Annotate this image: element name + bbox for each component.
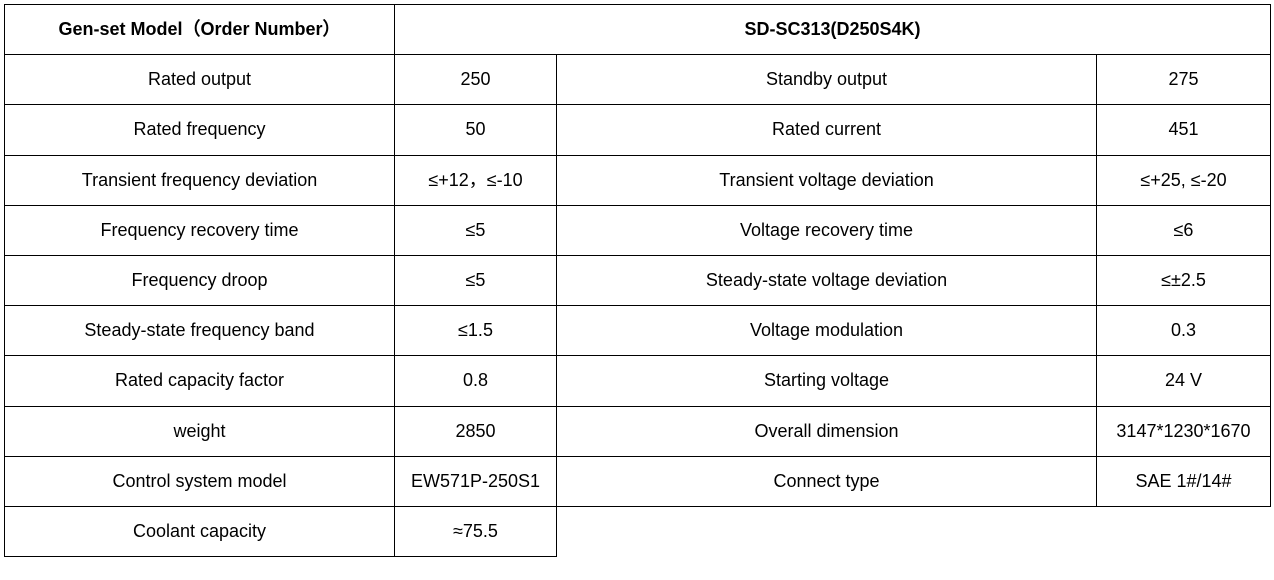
table-row: Rated capacity factor0.8Starting voltage… [5,356,1271,406]
r_label: Standby output [557,55,1097,105]
l_value: 2850 [395,406,557,456]
table-row: Frequency droop≤5Steady-state voltage de… [5,255,1271,305]
r_value: SAE 1#/14# [1097,456,1271,506]
table-row: Rated frequency50Rated current451 [5,105,1271,155]
r_value: ≤+25, ≤-20 [1097,155,1271,205]
spec-table: Gen-set Model（Order Number） SD-SC313(D25… [4,4,1271,557]
l_value: 0.8 [395,356,557,406]
l_label: Coolant capacity [5,506,395,556]
l_value: ≤5 [395,205,557,255]
r_value: ≤6 [1097,205,1271,255]
l_value: 50 [395,105,557,155]
r_value: ≤±2.5 [1097,255,1271,305]
header-left: Gen-set Model（Order Number） [5,5,395,55]
l_value: ≤+12，≤-10 [395,155,557,205]
l_label: Control system model [5,456,395,506]
r_value: 275 [1097,55,1271,105]
l_label: Transient frequency deviation [5,155,395,205]
r_label: Transient voltage deviation [557,155,1097,205]
l_value: ≈75.5 [395,506,557,556]
table-header-row: Gen-set Model（Order Number） SD-SC313(D25… [5,5,1271,55]
r_value: 0.3 [1097,306,1271,356]
r_label: Voltage recovery time [557,205,1097,255]
table-row: Frequency recovery time≤5Voltage recover… [5,205,1271,255]
r_label: Rated current [557,105,1097,155]
table-row: Control system modelEW571P-250S1Connect … [5,456,1271,506]
r_value: 24 V [1097,356,1271,406]
l_label: Frequency droop [5,255,395,305]
r_label: Connect type [557,456,1097,506]
l_value: ≤1.5 [395,306,557,356]
l_value: EW571P-250S1 [395,456,557,506]
l_label: Rated output [5,55,395,105]
l_label: weight [5,406,395,456]
r_value: 451 [1097,105,1271,155]
header-right: SD-SC313(D250S4K) [395,5,1271,55]
r_value: 3147*1230*1670 [1097,406,1271,456]
table-row: Rated output250Standby output275 [5,55,1271,105]
l_label: Steady-state frequency band [5,306,395,356]
l_label: Frequency recovery time [5,205,395,255]
r_label: Voltage modulation [557,306,1097,356]
table-row: Transient frequency deviation≤+12，≤-10Tr… [5,155,1271,205]
l_label: Rated frequency [5,105,395,155]
l_value: ≤5 [395,255,557,305]
r_label: Overall dimension [557,406,1097,456]
r_label: Steady-state voltage deviation [557,255,1097,305]
l_label: Rated capacity factor [5,356,395,406]
l_value: 250 [395,55,557,105]
table-row: Coolant capacity≈75.5 [5,506,1271,556]
table-row: Steady-state frequency band≤1.5Voltage m… [5,306,1271,356]
r_label: Starting voltage [557,356,1097,406]
table-row: weight2850Overall dimension3147*1230*167… [5,406,1271,456]
